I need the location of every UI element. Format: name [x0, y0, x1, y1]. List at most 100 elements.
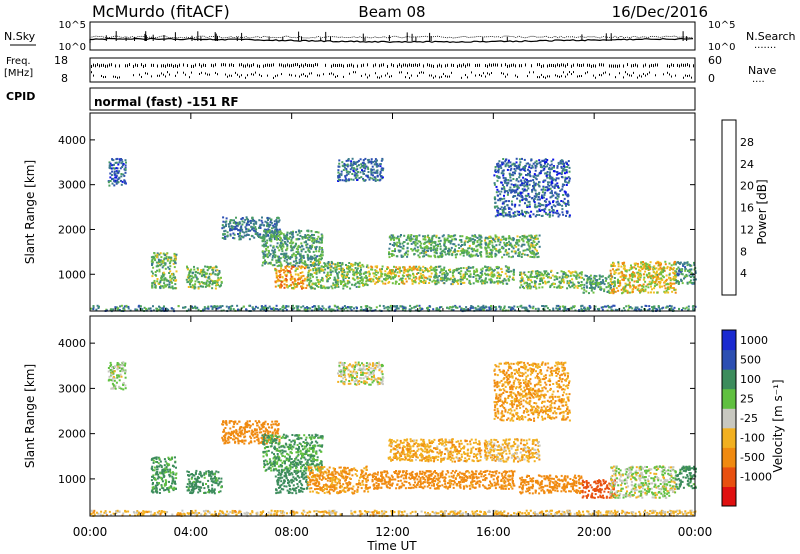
power-echo-cell [451, 280, 454, 283]
power-echo-cell [491, 249, 494, 252]
power-echo-cell [525, 198, 528, 201]
power-echo-cell [284, 237, 286, 240]
power-echo-cell [272, 245, 275, 248]
freq-mark [511, 63, 512, 67]
power-echo-cell [373, 176, 376, 179]
power-echo-cell [338, 159, 341, 162]
power-echo-cell [373, 272, 376, 275]
power-echo-cell [603, 305, 606, 308]
power-echo-cell [284, 257, 287, 260]
power-echo-cell [302, 256, 305, 259]
power-echo-cell [526, 248, 529, 251]
power-echo-cell [498, 275, 501, 278]
power-echo-cell [348, 277, 350, 279]
power-echo-cell [466, 250, 469, 253]
power-echo-cell [354, 261, 357, 264]
power-echo-cell [528, 245, 531, 248]
power-echo-cell [490, 268, 493, 271]
power-echo-cell [404, 306, 407, 309]
power-echo-cell [383, 278, 386, 281]
power-echo-cell [520, 196, 523, 199]
power-echo-cell [153, 279, 156, 282]
power-echo-cell [430, 268, 433, 271]
power-echo-cell [524, 236, 527, 239]
power-echo-cell [240, 235, 243, 238]
power-echo-cell [560, 165, 563, 168]
power-echo-cell [556, 171, 559, 173]
freq-mark [623, 64, 624, 68]
power-echo-cell [254, 220, 257, 223]
power-echo-cell [211, 287, 214, 290]
power-echo-cell [416, 235, 419, 238]
power-echo-cell [175, 253, 178, 256]
power-echo-cell [195, 306, 198, 309]
power-echo-cell [543, 179, 546, 182]
power-echo-cell [160, 263, 163, 266]
power-echo-cell [169, 276, 172, 279]
power-echo-cell [314, 259, 316, 261]
power-echo-cell [321, 305, 324, 308]
power-echo-cell [516, 305, 519, 308]
power-echo-cell [413, 247, 416, 250]
power-echo-cell [279, 242, 282, 244]
power-echo-cell [510, 183, 513, 186]
power-echo-cell [380, 168, 383, 171]
power-echo-cell [299, 272, 302, 274]
power-echo-cell [212, 282, 214, 285]
power-echo-cell [426, 247, 429, 250]
power-echo-cell [472, 282, 475, 285]
power-echo-cell [221, 305, 224, 307]
power-echo-cell [507, 159, 510, 162]
power-echo-cell [381, 265, 384, 268]
power-echo-cell [565, 161, 568, 164]
power-echo-cell [466, 253, 469, 256]
power-echo-cell [333, 276, 336, 279]
power-echo-cell [512, 237, 515, 240]
power-echo-cell [514, 184, 517, 187]
power-echo-cell [271, 258, 274, 261]
power-echo-cell [203, 306, 206, 309]
power-echo-cell [423, 242, 426, 245]
nave-mark [385, 74, 386, 77]
power-echo-cell [359, 158, 362, 161]
power-echo-cell [549, 202, 552, 205]
power-echo-cell [401, 277, 404, 280]
power-echo-cell [275, 218, 278, 221]
power-echo-cell [322, 307, 325, 310]
power-echo-cell [546, 189, 549, 192]
power-echo-cell [544, 191, 547, 194]
nave-mark [557, 75, 558, 78]
power-echo-cell [628, 307, 631, 310]
power-echo-cell [394, 248, 396, 251]
power-echo-cell [120, 173, 123, 175]
power-echo-cell [349, 164, 352, 167]
power-echo-cell [206, 279, 209, 282]
power-echo-cell [505, 162, 508, 165]
power-echo-cell [555, 193, 558, 195]
power-echo-cell [343, 179, 346, 182]
power-echo-cell [581, 276, 584, 279]
power-echo-cell [200, 275, 203, 278]
power-echo-cell [512, 215, 515, 218]
power-echo-cell [362, 177, 365, 180]
power-echo-cell [684, 307, 687, 310]
power-echo-cell [161, 266, 164, 269]
power-echo-cell [513, 191, 516, 194]
power-echo-cell [543, 308, 546, 311]
power-echo-cell [384, 282, 387, 285]
power-echo-cell [406, 247, 409, 250]
power-echo-cell [404, 253, 406, 256]
power-echo-cell [544, 200, 547, 203]
nave-mark [489, 73, 490, 76]
nave-mark [411, 74, 412, 77]
power-echo-cell [351, 264, 354, 267]
power-echo-cell [339, 173, 341, 176]
power-echo-cell [374, 269, 377, 272]
power-echo-cell [475, 308, 478, 311]
power-echo-cell [124, 180, 127, 183]
power-echo-cell [239, 232, 241, 235]
nave-mark [147, 72, 148, 75]
power-echo-cell [361, 279, 364, 282]
power-echo-cell [412, 268, 415, 271]
power-echo-cell [374, 282, 377, 285]
